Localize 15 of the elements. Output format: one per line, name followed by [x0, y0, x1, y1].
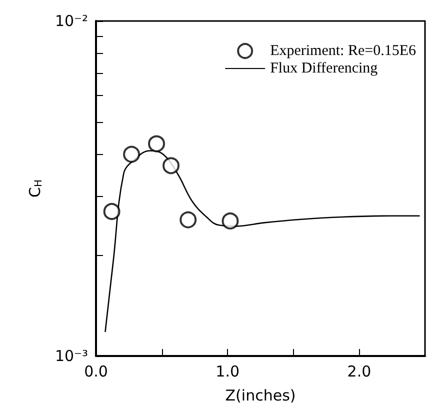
point [148, 135, 166, 152]
y-axis-title: CH [26, 180, 45, 198]
x-tick-label: 0.0 [84, 362, 108, 380]
point [123, 146, 140, 163]
point [180, 211, 197, 228]
y-tick-label: 10⁻² [54, 12, 88, 30]
point [103, 202, 120, 220]
x-axis-title: Z(inches) [225, 386, 296, 404]
x-tick-label: 2.0 [347, 362, 372, 380]
x-tick-label: 1.0 [216, 362, 240, 380]
y-tick-label: 10⁻³ [54, 347, 88, 365]
point [222, 212, 239, 230]
point [162, 157, 180, 174]
legend-label: Flux Differencing [270, 60, 378, 76]
legend-label: Experiment: Re=0.15E6 [270, 43, 416, 59]
